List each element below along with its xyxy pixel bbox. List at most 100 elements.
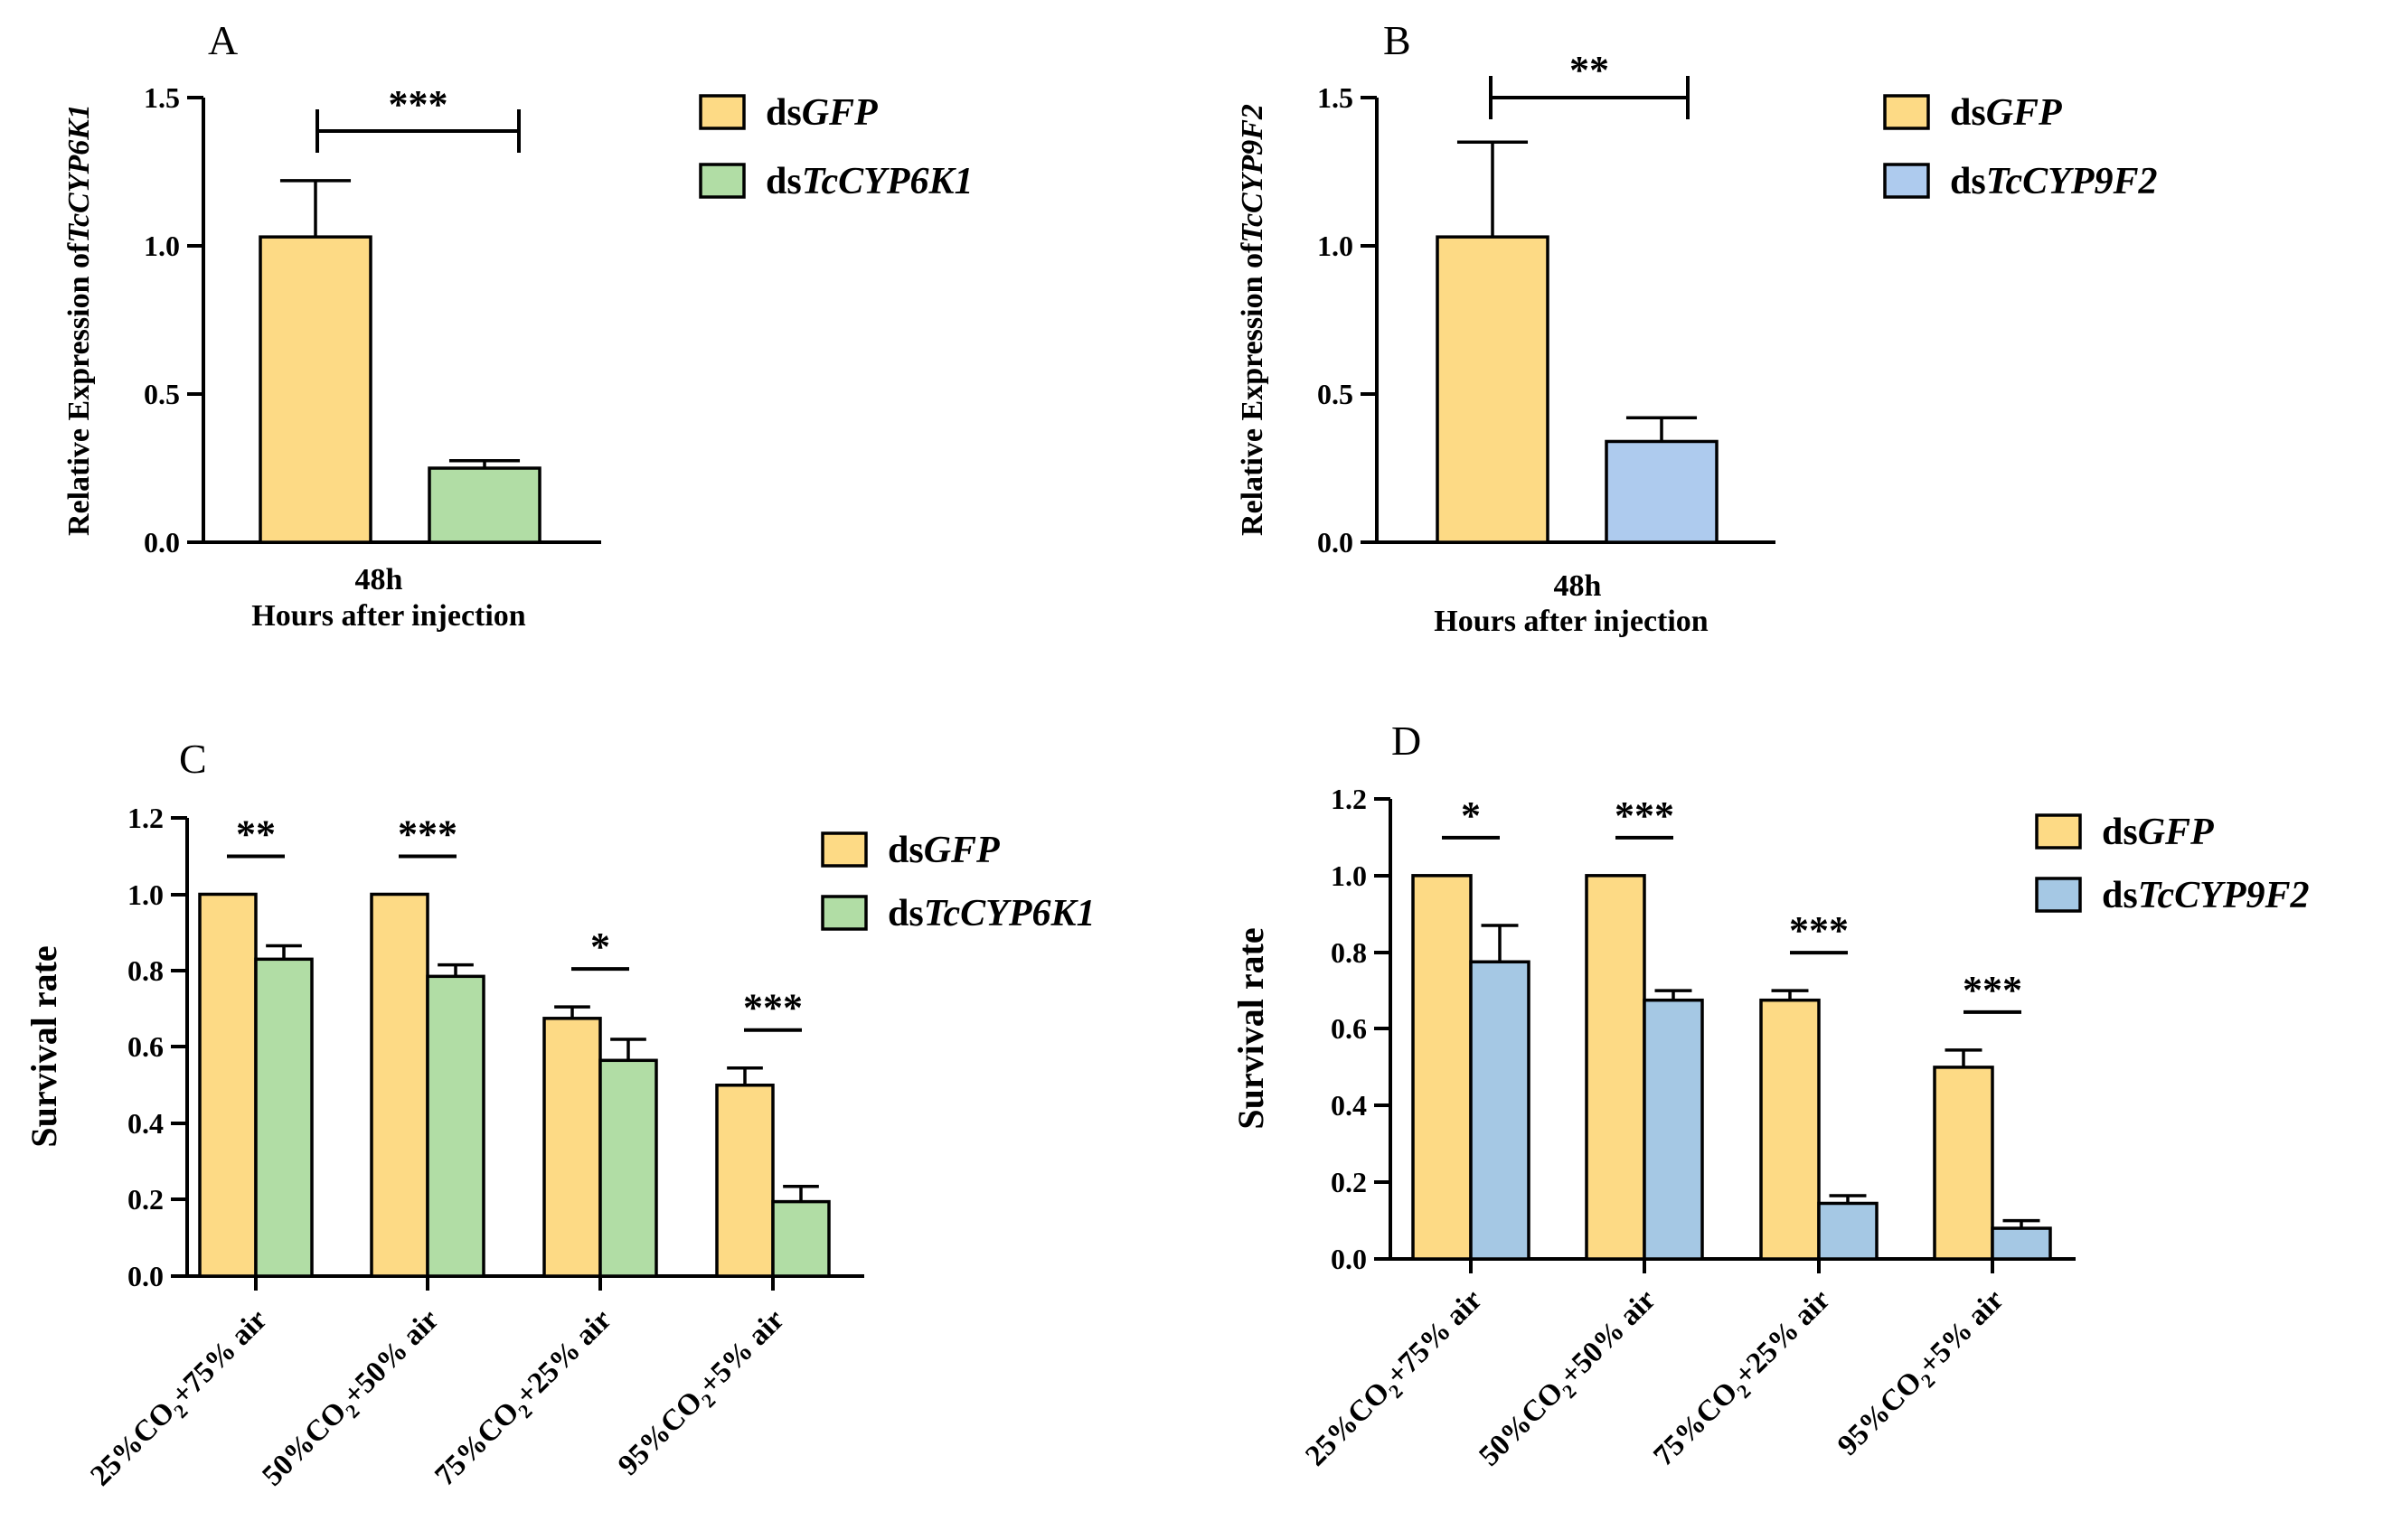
x-category-label: 50%CO2+50% air bbox=[1473, 1283, 1665, 1476]
legend-swatch bbox=[699, 163, 746, 199]
legend-swatch bbox=[821, 895, 868, 931]
category-part: 25%CO bbox=[84, 1395, 181, 1492]
legend-label: dsGFP bbox=[2102, 812, 2214, 853]
y-tick-label: 0.0 bbox=[127, 1260, 164, 1292]
significance-label: *** bbox=[743, 986, 803, 1030]
panel-letter: A bbox=[208, 17, 238, 63]
legend-label-prefix: ds bbox=[766, 92, 802, 134]
category-part: +75% air bbox=[1380, 1283, 1489, 1392]
y-axis-label-text: Survival rate bbox=[1230, 927, 1271, 1129]
bar-dsGFP bbox=[259, 235, 372, 544]
category-part: +25% air bbox=[1728, 1283, 1837, 1392]
significance-label: *** bbox=[398, 812, 457, 857]
bar-dsTcCYP6K1 bbox=[428, 466, 541, 544]
bar-dsGFP bbox=[1411, 874, 1473, 1261]
y-axis-label: Survival rate bbox=[24, 945, 64, 1147]
category-part: +5% air bbox=[693, 1303, 791, 1401]
legend-label-gene: TcCYP9F2 bbox=[1986, 161, 2158, 202]
y-axis-label-text: Survival rate bbox=[24, 945, 64, 1147]
category-part: +5% air bbox=[1913, 1283, 2011, 1381]
bar-dsGFP bbox=[1585, 874, 1646, 1261]
category-part: +25% air bbox=[510, 1303, 618, 1412]
legend-swatch bbox=[1883, 94, 1930, 130]
bar-dsTcCYP6K1 bbox=[254, 957, 314, 1278]
category-part: 75%CO bbox=[1647, 1376, 1744, 1472]
y-tick-label: 1.0 bbox=[144, 230, 180, 262]
legend-label: dsTcCYP9F2 bbox=[2102, 875, 2309, 916]
legend-label: dsTcCYP6K1 bbox=[766, 161, 973, 202]
x-category-label: 95%CO2+5% air bbox=[1832, 1283, 2014, 1466]
y-tick-label: 1.5 bbox=[144, 81, 180, 114]
legend-swatch bbox=[699, 94, 746, 130]
category-part: +50% air bbox=[1554, 1283, 1662, 1392]
category-part: +75% air bbox=[165, 1303, 274, 1412]
y-tick-label: 0.6 bbox=[127, 1030, 164, 1063]
legend-swatch bbox=[2035, 877, 2082, 913]
x-axis-label: Hours after injection bbox=[251, 599, 526, 633]
legend: dsGFP dsTcCYP9F2 bbox=[2035, 812, 2309, 916]
y-tick-label: 0.5 bbox=[144, 378, 180, 410]
y-tick-label: 0.4 bbox=[1331, 1089, 1367, 1122]
significance-label: * bbox=[590, 925, 610, 969]
y-axis-label: Relative Expression ofTcCYP6K1 bbox=[62, 104, 96, 536]
y-tick-label: 0.8 bbox=[1331, 936, 1367, 969]
legend-label: dsTcCYP9F2 bbox=[1950, 161, 2157, 202]
legend-label-prefix: ds bbox=[1950, 92, 1986, 134]
legend-label-prefix: ds bbox=[888, 830, 924, 871]
legend-label: dsGFP bbox=[766, 92, 878, 134]
bar-dsTcCYP6K1 bbox=[771, 1199, 831, 1278]
x-category-label: 25%CO2+75% air bbox=[84, 1303, 277, 1496]
legend-label-gene: GFP bbox=[802, 92, 878, 134]
bar-dsGFP bbox=[715, 1084, 775, 1278]
bar-dsGFP bbox=[198, 892, 258, 1278]
bar-dsTcCYP9F2 bbox=[1469, 960, 1530, 1261]
legend-swatch bbox=[1883, 163, 1930, 199]
panel-letter: D bbox=[1391, 718, 1421, 764]
category-part: 75%CO bbox=[428, 1395, 525, 1492]
legend-label-gene: TcCYP6K1 bbox=[802, 161, 974, 202]
x-category-label: 75%CO2+25% air bbox=[428, 1303, 621, 1496]
legend-label: dsGFP bbox=[888, 830, 1000, 871]
legend-label-gene: GFP bbox=[2138, 812, 2214, 853]
bar-dsGFP bbox=[1933, 1066, 1994, 1261]
x-axis-label: Hours after injection bbox=[1434, 605, 1709, 638]
bar-dsTcCYP9F2 bbox=[1991, 1226, 2052, 1261]
legend-label-prefix: ds bbox=[2102, 812, 2138, 853]
legend-label-prefix: ds bbox=[888, 893, 924, 934]
bar-dsTcCYP9F2 bbox=[1643, 998, 1704, 1261]
y-tick-label: 0.5 bbox=[1317, 378, 1353, 410]
bar-dsGFP bbox=[1436, 235, 1549, 544]
significance-label: *** bbox=[1963, 968, 2022, 1012]
x-category-label: 95%CO2+5% air bbox=[612, 1303, 795, 1486]
y-tick-label: 0.4 bbox=[127, 1107, 164, 1140]
bar-dsTcCYP9F2 bbox=[1817, 1201, 1879, 1261]
legend-label: dsGFP bbox=[1950, 92, 2062, 134]
y-tick-label: 1.0 bbox=[127, 878, 164, 911]
y-tick-label: 0.0 bbox=[1317, 526, 1353, 559]
legend-swatch bbox=[2035, 813, 2082, 850]
y-tick-label: 1.0 bbox=[1317, 230, 1353, 262]
legend-label-gene: GFP bbox=[1986, 92, 2062, 134]
legend: dsGFP dsTcCYP6K1 bbox=[821, 830, 1095, 934]
legend-swatch bbox=[821, 831, 868, 868]
y-tick-label: 1.5 bbox=[1317, 81, 1353, 114]
y-tick-label: 0.6 bbox=[1331, 1012, 1367, 1045]
y-axis-label-prefix: Relative Expression of bbox=[62, 242, 96, 536]
significance-label: * bbox=[1461, 793, 1481, 838]
x-category-label: 48h bbox=[1554, 569, 1602, 603]
bar-dsGFP bbox=[370, 892, 429, 1278]
x-category-label: 48h bbox=[355, 563, 403, 596]
y-tick-label: 0.0 bbox=[144, 526, 180, 559]
bar-dsTcCYP6K1 bbox=[598, 1058, 658, 1278]
y-axis-label-gene: TcCYP9F2 bbox=[1236, 104, 1269, 243]
category-part: +50% air bbox=[337, 1303, 446, 1412]
legend-label: dsTcCYP6K1 bbox=[888, 893, 1095, 934]
y-tick-label: 1.0 bbox=[1331, 859, 1367, 892]
x-category-label: 75%CO2+25% air bbox=[1647, 1283, 1840, 1476]
category-part: 95%CO bbox=[612, 1385, 709, 1482]
legend-label-gene: GFP bbox=[924, 830, 1000, 871]
bar-dsGFP bbox=[542, 1017, 602, 1278]
